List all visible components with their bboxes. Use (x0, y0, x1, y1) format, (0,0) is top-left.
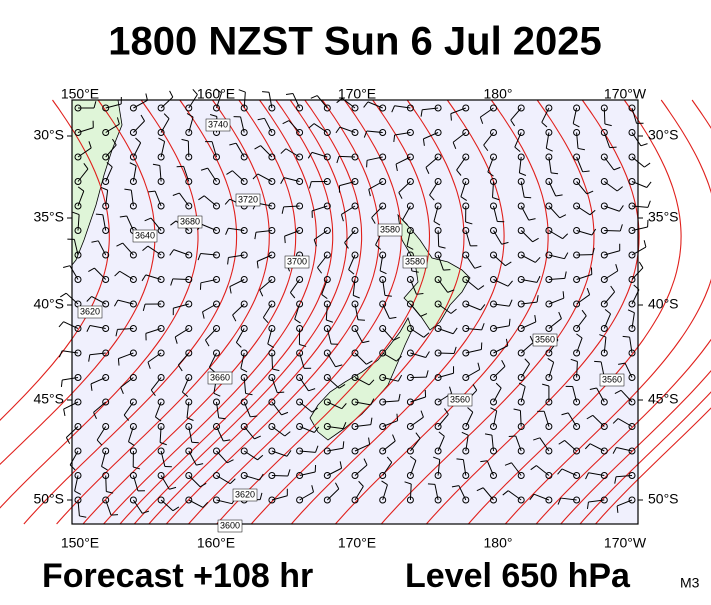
barb-staff (339, 156, 355, 157)
barb-feather (563, 291, 564, 298)
lon-label-top: 150°E (61, 86, 99, 102)
barb-staff (438, 353, 454, 354)
barb-feather (239, 90, 246, 92)
level-label: Level 650 hPa (405, 557, 631, 595)
contour-label: 3660 (210, 372, 230, 382)
lat-label-left: 45°S (33, 391, 64, 407)
barb-feather (59, 351, 62, 357)
lon-label-top: 170°E (338, 86, 376, 102)
lon-label-bottom: 170°E (338, 535, 376, 551)
lat-label-right: 50°S (648, 491, 679, 507)
lon-label-bottom: 160°E (197, 535, 235, 551)
contour-label: 3560 (535, 334, 555, 344)
lat-label-left: 30°S (33, 127, 64, 143)
lat-label-left: 40°S (33, 296, 64, 312)
barb-feather (262, 92, 269, 93)
lon-label-bottom: 170°W (604, 535, 647, 551)
barb-feather (170, 91, 173, 97)
contour-label: 3620 (80, 306, 100, 316)
barb-feather (358, 320, 365, 321)
lon-label-top: 170°W (604, 86, 647, 102)
barb-feather (343, 441, 344, 448)
barb-feather (428, 484, 435, 485)
contour-label: 3600 (220, 520, 240, 530)
map-background (72, 100, 638, 524)
lat-label-right: 35°S (648, 209, 679, 225)
lat-label-left: 35°S (33, 209, 64, 225)
contour-label: 3720 (238, 194, 258, 204)
barb-staff (604, 108, 605, 124)
barb-feather (639, 262, 643, 268)
contour-label: 3580 (380, 224, 400, 234)
contour-label: 3700 (287, 256, 307, 266)
contour-label: 3580 (405, 256, 425, 266)
barb-staff (106, 476, 107, 492)
barb-feather (644, 163, 650, 167)
barb-feather (647, 182, 651, 188)
barb-feather (96, 214, 103, 215)
barb-feather (451, 114, 452, 121)
barb-feather (59, 322, 64, 327)
barb-feather (644, 240, 646, 247)
barb-staff (272, 476, 288, 477)
barb-feather (286, 93, 293, 94)
title: 1800 NZST Sun 6 Jul 2025 (108, 20, 602, 64)
contour-label: 3560 (602, 374, 622, 384)
barb-feather (61, 380, 62, 387)
contour-label: 3680 (180, 216, 200, 226)
lat-label-right: 30°S (648, 127, 679, 143)
lon-label-bottom: 150°E (61, 535, 99, 551)
barb-feather (311, 96, 317, 99)
barb-feather (524, 197, 531, 198)
barb-feather (118, 359, 119, 366)
contour-label: 3640 (135, 230, 155, 240)
forecast-label: Forecast +108 hr (42, 557, 313, 595)
barb-staff (173, 279, 189, 280)
barb-feather (64, 409, 65, 416)
barb-staff (604, 231, 620, 232)
lon-label-bottom: 180° (484, 535, 513, 551)
barb-feather (397, 414, 398, 421)
barb-feather (509, 436, 516, 437)
barb-staff (272, 353, 273, 369)
barb-feather (192, 442, 199, 443)
lat-label-right: 45°S (648, 391, 679, 407)
lon-label-top: 180° (484, 86, 513, 102)
contour-label: 3560 (450, 394, 470, 404)
barb-feather (146, 94, 148, 101)
barb-feather (285, 236, 286, 243)
barb-feather (509, 319, 510, 326)
barb-feather (594, 361, 601, 362)
lon-label-top: 160°E (197, 86, 235, 102)
barb-feather (641, 144, 648, 146)
barb-feather (648, 201, 650, 208)
contour-label: 3740 (208, 119, 228, 129)
lat-label-left: 50°S (33, 491, 64, 507)
lat-label-right: 40°S (648, 296, 679, 312)
barb-feather (63, 266, 70, 268)
model-label: M3 (680, 575, 700, 591)
contour-label: 3620 (235, 489, 255, 499)
barb-staff (438, 231, 439, 247)
